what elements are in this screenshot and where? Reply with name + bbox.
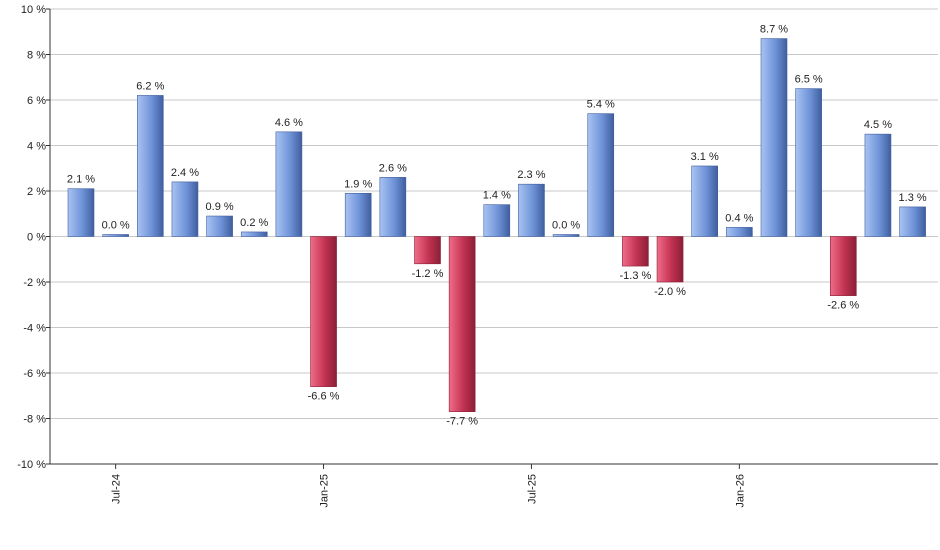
x-tick-label: Jul-25: [526, 474, 538, 504]
bar-may-25: [448, 236, 476, 412]
y-tick-label: 0 %: [27, 232, 46, 244]
bar-value-label: 6.2 %: [136, 80, 164, 92]
bar-aug-24: [137, 95, 164, 237]
y-tick-label: -2 %: [23, 277, 46, 289]
bar-value-label: 2.1 %: [67, 174, 95, 186]
bar-feb-26: [760, 38, 788, 237]
bar-aug-25: [552, 234, 580, 237]
bar-value-label: 4.6 %: [275, 117, 303, 129]
y-tick-label: -6 %: [23, 368, 46, 380]
bar-nov-24: [240, 231, 268, 237]
bar-value-label: -1.2 %: [412, 268, 444, 280]
y-tick-label: 10 %: [21, 4, 46, 16]
bar-value-label: 6.5 %: [795, 74, 823, 86]
bar-value-label: -6.6 %: [308, 391, 340, 403]
bar-jul-25: [518, 183, 545, 237]
bar-value-label: 4.5 %: [864, 119, 892, 131]
bar-value-label: 1.3 %: [899, 192, 927, 204]
bar-dec-25: [691, 165, 719, 237]
axes: [46, 8, 938, 469]
bar-jun-24: [67, 188, 95, 237]
x-tick-label: Jul-24: [111, 474, 123, 504]
bar-value-label: 0.2 %: [240, 217, 268, 229]
bar-value-label: -7.7 %: [446, 416, 478, 428]
bar-jan-26: [726, 227, 753, 237]
bar-mar-25: [379, 177, 407, 237]
bar-oct-24: [206, 215, 233, 237]
labels: 10 % 8 % 6 % 4 % 2 % 0 % -2 % -4 % -6 % -8 % -10 %…: [17, 4, 927, 508]
bar-sep-25: [587, 113, 615, 237]
bar-apr-25: [414, 236, 441, 265]
y-tick-label: 6 %: [27, 95, 46, 107]
bar-dec-24: [275, 131, 303, 237]
x-tick-label: Jan-26: [734, 474, 746, 508]
bar-sep-24: [171, 181, 199, 237]
bar-value-label: -2.0 %: [654, 286, 686, 298]
bar-value-label: 5.4 %: [587, 99, 615, 111]
bar-value-label: 0.9 %: [206, 201, 234, 213]
y-tick-label: 4 %: [27, 141, 46, 153]
bar-apr-26: [829, 236, 857, 296]
y-tick-label: -10 %: [17, 459, 46, 471]
bar-oct-25: [622, 236, 649, 267]
bar-jun-26: [899, 206, 926, 237]
y-tick-label: -4 %: [23, 323, 46, 335]
bar-value-label: 2.6 %: [379, 162, 407, 174]
bar-value-label: 0.0 %: [552, 220, 580, 232]
y-tick-label: 2 %: [27, 186, 46, 198]
bar-feb-25: [344, 192, 372, 237]
bar-value-label: 8.7 %: [760, 24, 788, 36]
bar-value-label: 0.4 %: [725, 212, 753, 224]
bar-mar-26: [795, 88, 822, 237]
bar-value-label: -2.6 %: [827, 300, 859, 312]
bar-jan-25: [310, 236, 337, 387]
bar-jul-24: [102, 234, 129, 237]
y-tick-label: -8 %: [23, 414, 46, 426]
bar-value-label: 1.9 %: [344, 178, 372, 190]
bar-value-label: 1.4 %: [483, 190, 511, 202]
bar-jun-25: [483, 204, 511, 237]
bar-value-label: 2.4 %: [171, 167, 199, 179]
bar-value-label: 2.3 %: [517, 169, 545, 181]
bar-may-26: [864, 133, 892, 237]
bar-value-label: 3.1 %: [691, 151, 719, 163]
bar-value-label: 0.0 %: [102, 220, 130, 232]
bar-nov-25: [656, 236, 684, 283]
bar-value-label: -1.3 %: [620, 270, 652, 282]
x-tick-label: Jan-25: [319, 474, 331, 508]
bars: [67, 38, 926, 412]
y-tick-label: 8 %: [27, 50, 46, 62]
